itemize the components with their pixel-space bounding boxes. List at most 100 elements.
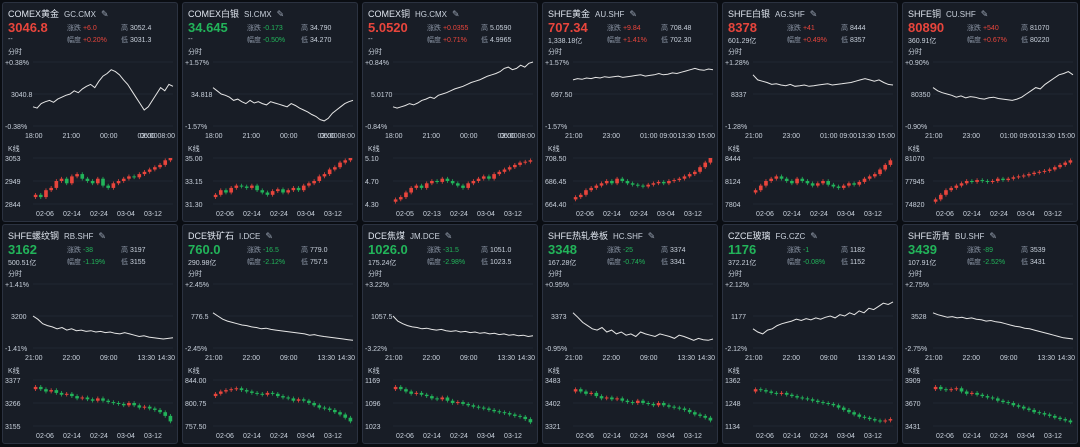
instrument-code: HC.SHF [613, 232, 643, 241]
kline-chart[interactable]: 1362 1248 1134 02-06 02-14 02-24 03-04 03-12 [723, 376, 897, 442]
kline-svg: 1169 1096 1023 02-06 02-14 02-24 03-04 03-12 [365, 378, 533, 440]
kline-chart[interactable]: 3053 2949 2844 02-06 02-14 02-24 03-04 03-12 [3, 154, 177, 220]
card-header: SHFE铜 CU.SHF ✎ [908, 7, 988, 20]
pencil-icon[interactable]: ✎ [452, 9, 460, 19]
futures-card[interactable]: DCE铁矿石 I.DCE ✎ 760.0 涨跌 -16.5 幅度 -2.12% 高 779.… [182, 224, 358, 444]
candle-body [944, 190, 948, 195]
change-stat-label: 涨跌 [247, 247, 261, 254]
pencil-icon[interactable]: ✎ [444, 231, 453, 241]
instrument-code: RB.SHF [64, 232, 94, 241]
change-stat: 涨跌 -89 [967, 245, 993, 255]
futures-card[interactable]: COMEX铜 HG.CMX ✎ 5.0520 涨跌 +0.0355 幅度 +0.71% 高 … [362, 2, 538, 222]
futures-card[interactable]: DCE焦煤 JM.DCE ✎ 1026.0 涨跌 -31.5 幅度 -2.98% 高 105… [362, 224, 538, 444]
kline-svg: 844.00 800.75 757.50 02-06 02-14 02-24 03-04 03… [185, 378, 353, 440]
price-level-label: 3670 [905, 401, 921, 408]
candle-body [64, 178, 69, 184]
pencil-icon[interactable]: ✎ [647, 231, 656, 241]
last-price: 707.34 [548, 20, 588, 35]
time-tick: 01:00 09:00 [820, 133, 857, 140]
futures-card[interactable]: SHFE铜 CU.SHF ✎ 80890 涨跌 +540 幅度 +0.67% 高 81070… [902, 2, 1078, 222]
kline-chart[interactable]: 5.10 4.70 4.30 02-05 02-13 02-24 03-04 03-12 [363, 154, 537, 220]
kline-chart[interactable]: 1169 1096 1023 02-06 02-14 02-24 03-04 03-12 [363, 376, 537, 442]
last-price: 3162 [8, 242, 37, 257]
candle-body [1027, 408, 1031, 410]
card-header: SHFE黄金 AU.SHF ✎ [548, 7, 637, 20]
kline-chart[interactable]: 3909 3670 3431 02-06 02-14 02-24 03-04 03-12 [903, 376, 1077, 442]
intraday-label: 分时 [8, 271, 22, 278]
intraday-chart[interactable]: +1.57% 34.818 -1.57% 18:00 21:00 00:00 03:00 06… [183, 56, 357, 140]
intraday-chart[interactable]: +2.45% 776.5 -2.45% 21:00 22:00 09:00 13:30 14:… [183, 278, 357, 362]
pencil-icon[interactable]: ✎ [101, 9, 109, 19]
intraday-chart[interactable]: +0.95% 3373 -0.95% 21:00 22:00 09:00 13:30 14:3… [543, 278, 717, 362]
kline-svg: 8444 8124 7804 02-06 02-14 02-24 03-04 03-12 [725, 156, 893, 218]
futures-card[interactable]: COMEX黄金 GC.CMX ✎ 3046.8 涨跌 +6.0 幅度 +0.20% 高 30… [2, 2, 178, 222]
intraday-chart[interactable]: +0.38% 3040.8 -0.38% 18:00 21:00 00:00 03:00 06… [3, 56, 177, 140]
high-stat-label: 高 [1021, 247, 1028, 254]
candle-body [816, 183, 820, 186]
time-tick: 21:00 [925, 355, 943, 362]
low-stat-label: 低 [121, 37, 128, 44]
pencil-icon[interactable]: ✎ [98, 231, 106, 241]
futures-card[interactable]: SHFE黄金 AU.SHF ✎ 707.34 涨跌 +9.84 幅度 +1.41% 高 70… [542, 2, 718, 222]
kline-chart[interactable]: 8444 8124 7804 02-06 02-14 02-24 03-04 03-12 [723, 154, 897, 220]
low-stat: 低 3431 [1021, 257, 1046, 267]
futures-card[interactable]: SHFE沥青 BU.SHF ✎ 3439 涨跌 -89 幅度 -2.52% 高 3539 低 … [902, 224, 1078, 444]
date-tick: 02-06 [576, 433, 594, 440]
kline-chart[interactable]: 3483 3402 3321 02-06 02-14 02-24 03-04 03-12 [543, 376, 717, 442]
kline-chart[interactable]: 35.00 33.15 31.30 02-06 02-14 02-24 03-04 03-12 [183, 154, 357, 220]
change-stat: 涨跌 +6.0 [67, 23, 97, 33]
intraday-chart[interactable]: +3.22% 1057.5 -3.22% 21:00 22:00 09:00 13:30 14… [363, 278, 537, 362]
instrument-code: I.DCE [239, 232, 261, 241]
pencil-icon[interactable]: ✎ [809, 9, 818, 19]
intraday-chart[interactable]: +1.28% 8337 -1.28% 21:00 23:00 01:00 09:00 13:… [723, 56, 897, 140]
candle-body [599, 396, 604, 399]
candle-body [445, 178, 450, 181]
pencil-icon[interactable]: ✎ [629, 9, 637, 19]
card-header: SHFE热轧卷板 HC.SHF ✎ [548, 229, 655, 242]
pencil-icon[interactable]: ✎ [265, 231, 273, 241]
intraday-line [212, 87, 354, 122]
change-stat-value: +0.0355 [441, 25, 469, 32]
intraday-chart[interactable]: +1.57% 697.50 -1.57% 21:00 23:00 01:00 09:00 1… [543, 56, 717, 140]
futures-card[interactable]: SHFE白银 AG.SHF ✎ 8378 涨跌 +41 幅度 +0.49% 高 8444 低 … [722, 2, 898, 222]
candle-body [841, 185, 846, 188]
time-tick: 21:00 [25, 355, 43, 362]
kline-chart[interactable]: 3377 3266 3155 02-06 02-14 02-24 03-04 03-12 [3, 376, 177, 442]
intraday-chart[interactable]: +0.84% 5.0170 -0.84% 18:00 21:00 00:00 03:00 06… [363, 56, 537, 140]
change-stat: 涨跌 -16.5 [247, 245, 279, 255]
change-stat-value: -38 [81, 247, 94, 254]
time-tick: 23:00 [603, 133, 621, 140]
low-stat: 低 3341 [661, 257, 686, 267]
kline-chart[interactable]: 844.00 800.75 757.50 02-06 02-14 02-24 03-04 03… [183, 376, 357, 442]
intraday-chart[interactable]: +2.12% 1177 -2.12% 21:00 22:00 09:00 13:30 14:3… [723, 278, 897, 362]
axis-bottom-label: -1.57% [185, 124, 207, 131]
candle-body [333, 167, 337, 170]
futures-card[interactable]: CZCE玻璃 FG.CZC ✎ 1176 涨跌 -1 幅度 -0.08% 高 1182 低 1… [722, 224, 898, 444]
kline-chart[interactable]: 708.50 686.45 664.40 02-06 02-14 02-24 03-04 03… [543, 154, 717, 220]
time-tick: 15:00 [1057, 133, 1075, 140]
pct-stat: 幅度 +0.20% [67, 35, 107, 45]
intraday-chart[interactable]: +0.90% 80350 -0.90% 21:00 23:00 01:00 09:00 13… [903, 56, 1077, 140]
pencil-icon[interactable]: ✎ [276, 9, 285, 19]
candle-body [1053, 167, 1057, 170]
low-stat-value: 3155 [128, 259, 146, 266]
change-stat-value: +6.0 [81, 25, 97, 32]
candle-body [703, 162, 708, 168]
time-tick: 13:30 [678, 355, 696, 362]
candle-body [281, 189, 285, 193]
futures-card[interactable]: COMEX白银 SI.CMX ✎ 34.645 涨跌 -0.173 幅度 -0.50% 高 … [182, 2, 358, 222]
change-stat-label: 涨跌 [787, 25, 801, 32]
intraday-chart[interactable]: +2.75% 3528 -2.75% 21:00 22:00 09:00 13:30 14:3… [903, 278, 1077, 362]
intraday-chart[interactable]: +1.41% 3200 -1.41% 21:00 22:00 09:00 13:30 14:3… [3, 278, 177, 362]
pencil-icon[interactable]: ✎ [989, 231, 997, 241]
candle-body [661, 181, 666, 184]
pencil-icon[interactable]: ✎ [980, 9, 989, 19]
futures-card[interactable]: SHFE螺纹钢 RB.SHF ✎ 3162 涨跌 -38 幅度 -1.19% 高 3197 低… [2, 224, 178, 444]
futures-card[interactable]: SHFE热轧卷板 HC.SHF ✎ 3348 涨跌 -25 幅度 -0.74% 高 3374… [542, 224, 718, 444]
candle-body [260, 393, 265, 395]
date-tick: 03-04 [477, 433, 495, 440]
kline-chart[interactable]: 81070 77945 74820 02-06 02-14 02-24 03-04 03-12 [903, 154, 1077, 220]
pencil-icon[interactable]: ✎ [810, 231, 818, 241]
candle-body [250, 185, 254, 188]
candle-body [584, 190, 588, 195]
